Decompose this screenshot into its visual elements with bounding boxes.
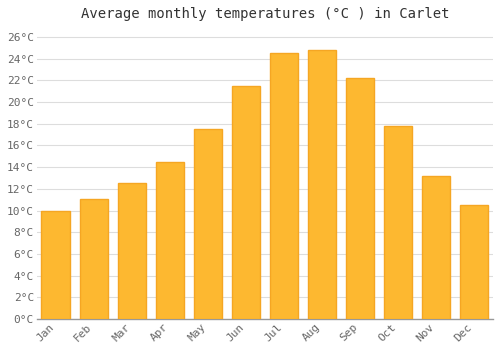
Bar xyxy=(118,183,146,319)
Bar xyxy=(384,126,412,319)
Bar xyxy=(42,210,70,319)
Bar xyxy=(270,53,298,319)
Bar xyxy=(346,78,374,319)
Bar xyxy=(460,205,488,319)
Title: Average monthly temperatures (°C ) in Carlet: Average monthly temperatures (°C ) in Ca… xyxy=(80,7,449,21)
Bar xyxy=(194,129,222,319)
Bar xyxy=(232,86,260,319)
Bar xyxy=(422,176,450,319)
Bar xyxy=(80,198,108,319)
Bar xyxy=(308,50,336,319)
Bar xyxy=(156,162,184,319)
